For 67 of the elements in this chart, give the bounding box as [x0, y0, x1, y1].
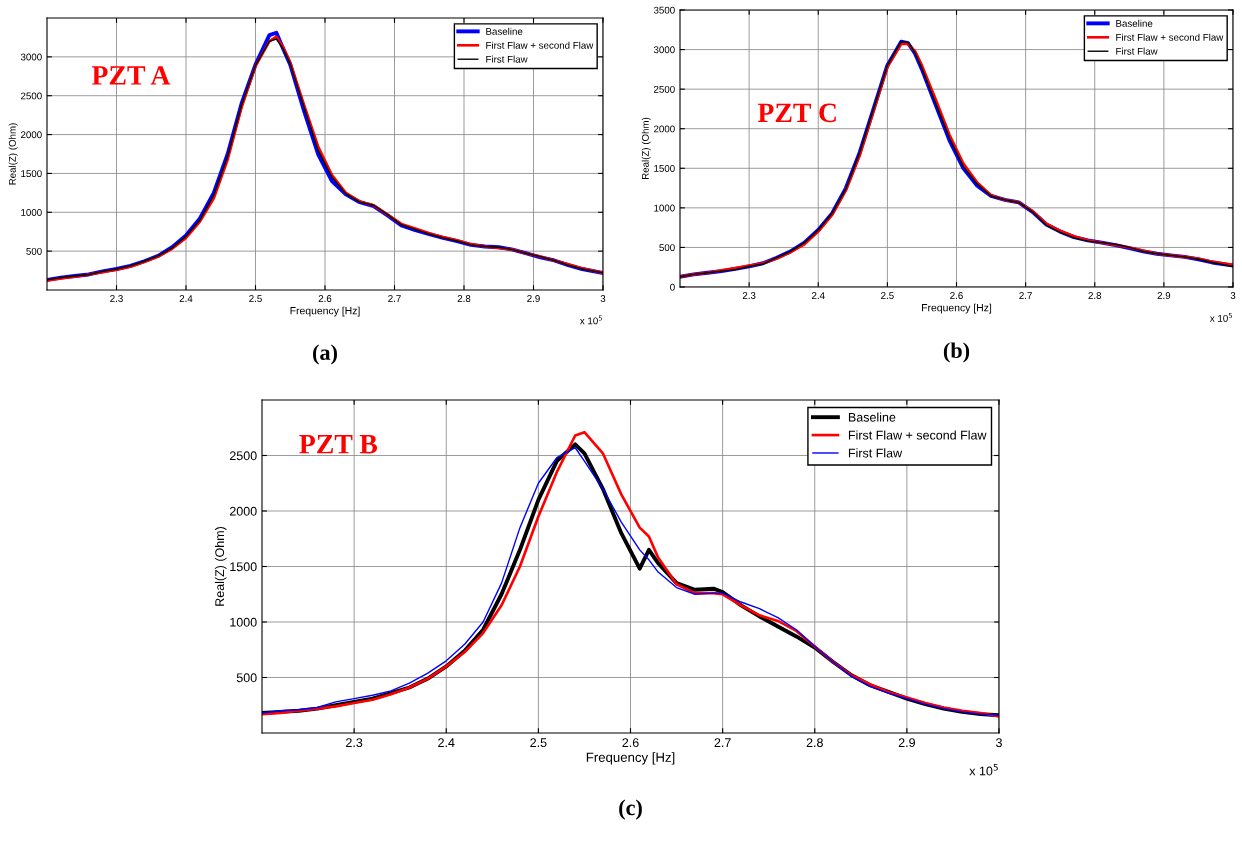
y-tick-label: 1000 — [230, 617, 257, 627]
text: (a) — [313, 344, 337, 365]
text: (c) — [619, 799, 642, 820]
y-tick-label: 0 — [670, 283, 675, 291]
y-tick-label: 500 — [659, 244, 675, 252]
y-tick-label: 2500 — [21, 92, 42, 100]
text: x 10$^{5}$ — [969, 764, 998, 776]
x-tick-label: 2.3 — [110, 295, 123, 302]
text: x 10$^{5}$ — [1209, 313, 1233, 322]
annotation: PZT A — [91, 66, 171, 85]
x-tick-label: 2.7 — [1019, 292, 1032, 299]
x-tick-label: 2.5 — [530, 738, 547, 748]
x-tick-label: 3 — [996, 738, 1002, 748]
x-tick-label: 2.9 — [898, 738, 915, 748]
y-tick-label: 3000 — [20, 53, 42, 61]
x-tick-label: 2.4 — [811, 292, 825, 299]
y-tick-label: 1500 — [230, 562, 257, 572]
x-tick-label: 2.3 — [346, 738, 363, 748]
y-tick-label: 1000 — [21, 209, 42, 216]
legend-label: First Flaw + second Flaw — [848, 430, 987, 440]
y-tick-label: 2500 — [654, 85, 675, 93]
y-tick-label: 3000 — [653, 46, 675, 54]
x-tick-label: 2.4 — [438, 738, 455, 747]
y-tick-label: 2000 — [21, 131, 42, 139]
x-axis-title: Frequency [Hz] — [290, 306, 360, 317]
x-tick-label: 2.5 — [249, 295, 262, 302]
x-tick-label: 2.9 — [527, 295, 540, 302]
legend-label: First Flaw — [486, 55, 528, 63]
x-tick-label: 2.3 — [742, 292, 756, 299]
y-tick-label: 1500 — [654, 165, 675, 172]
y-tick-label: 2000 — [654, 125, 675, 133]
y-axis-title: Real(Z) (Ohm) — [8, 123, 18, 185]
x-tick-label: 2.7 — [388, 295, 401, 302]
legend-label: First Flaw — [848, 448, 903, 458]
legend-label: First Flaw — [1116, 47, 1158, 55]
x-axis-title: Frequency [Hz] — [586, 752, 675, 765]
x-tick-label: 2.9 — [1157, 292, 1171, 299]
x-tick-label: 2.7 — [714, 738, 731, 747]
x-tick-label: 2.4 — [179, 295, 193, 302]
y-tick-label: 3500 — [653, 6, 675, 14]
legend-label: Baseline — [486, 27, 523, 35]
text: x 10$^{5}$ — [579, 315, 603, 325]
x-tick-label: 2.6 — [318, 295, 332, 302]
legend-label: Baseline — [1116, 19, 1153, 27]
legend-label: First Flaw + second Flaw — [1116, 33, 1224, 41]
legend-label: First Flaw + second Flaw — [486, 41, 594, 49]
text: (b) — [943, 342, 970, 363]
x-tick-label: 2.8 — [457, 295, 471, 302]
annotation: PZT B — [299, 435, 378, 454]
y-tick-label: 2500 — [229, 451, 257, 461]
y-tick-label: 500 — [236, 673, 257, 683]
y-axis-title: Real(Z) (Ohm) — [214, 527, 227, 606]
y-tick-label: 1500 — [21, 170, 42, 178]
y-axis-title: Real(Z) (Ohm) — [641, 117, 651, 180]
y-tick-label: 500 — [26, 247, 42, 255]
x-tick-label: 2.8 — [806, 738, 823, 748]
y-tick-label: 1000 — [654, 204, 675, 212]
x-tick-label: 2.8 — [1088, 292, 1102, 299]
x-tick-label: 2.6 — [622, 738, 639, 748]
x-tick-label: 3 — [1230, 292, 1236, 299]
annotation: PZT C — [757, 103, 836, 123]
x-axis-title: Frequency [Hz] — [922, 303, 992, 314]
legend-label: Baseline — [848, 412, 896, 422]
x-tick-label: 2.5 — [881, 292, 894, 299]
y-tick-label: 2000 — [229, 506, 257, 516]
x-tick-label: 2.6 — [950, 292, 963, 299]
x-tick-label: 3 — [600, 295, 606, 302]
